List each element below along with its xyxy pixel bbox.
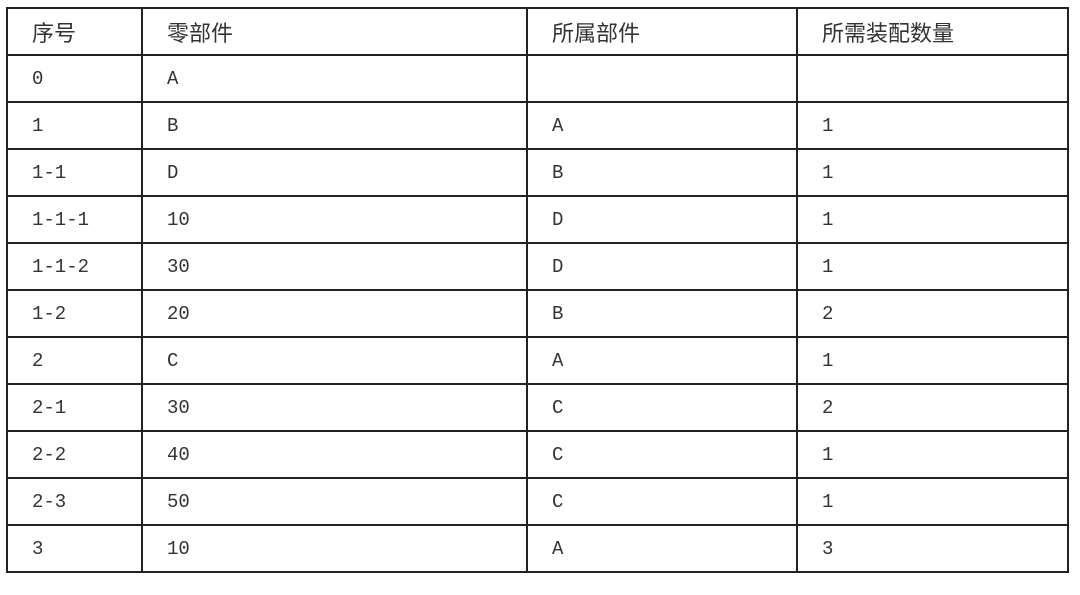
- header-parent-part: 所属部件: [526, 7, 798, 56]
- parts-assembly-table: 序号 零部件 所属部件 所需装配数量 0 A 1 B A 1 1-1 D B 1 1-1-1 10 D 1…: [6, 7, 1069, 573]
- table-row: 3 10 A 3: [6, 524, 1069, 573]
- cell-part: 50: [141, 477, 528, 526]
- cell-part: A: [141, 54, 528, 103]
- table-row: 1-2 20 B 2: [6, 289, 1069, 338]
- cell-parent-part: D: [526, 242, 798, 291]
- cell-quantity: 3: [796, 524, 1069, 573]
- cell-parent-part: B: [526, 148, 798, 197]
- cell-parent-part: C: [526, 477, 798, 526]
- table-row: 2-3 50 C 1: [6, 477, 1069, 526]
- cell-part: C: [141, 336, 528, 385]
- cell-parent-part: [526, 54, 798, 103]
- cell-quantity: [796, 54, 1069, 103]
- header-part: 零部件: [141, 7, 528, 56]
- cell-quantity: 2: [796, 383, 1069, 432]
- cell-quantity: 1: [796, 148, 1069, 197]
- table-row: 2-1 30 C 2: [6, 383, 1069, 432]
- cell-parent-part: A: [526, 101, 798, 150]
- cell-parent-part: C: [526, 430, 798, 479]
- cell-index: 2-3: [6, 477, 143, 526]
- cell-index: 1-2: [6, 289, 143, 338]
- cell-index: 1-1-1: [6, 195, 143, 244]
- cell-quantity: 2: [796, 289, 1069, 338]
- cell-quantity: 1: [796, 336, 1069, 385]
- cell-part: 30: [141, 242, 528, 291]
- header-index: 序号: [6, 7, 143, 56]
- cell-index: 0: [6, 54, 143, 103]
- cell-index: 2-2: [6, 430, 143, 479]
- cell-index: 1: [6, 101, 143, 150]
- cell-quantity: 1: [796, 195, 1069, 244]
- cell-index: 2: [6, 336, 143, 385]
- cell-index: 1-1-2: [6, 242, 143, 291]
- header-quantity: 所需装配数量: [796, 7, 1069, 56]
- header-row: 序号 零部件 所属部件 所需装配数量: [6, 7, 1069, 56]
- cell-index: 1-1: [6, 148, 143, 197]
- cell-parent-part: C: [526, 383, 798, 432]
- table-row: 1-1-1 10 D 1: [6, 195, 1069, 244]
- cell-part: 30: [141, 383, 528, 432]
- cell-quantity: 1: [796, 477, 1069, 526]
- cell-parent-part: D: [526, 195, 798, 244]
- cell-part: 20: [141, 289, 528, 338]
- table-row: 1-1-2 30 D 1: [6, 242, 1069, 291]
- cell-parent-part: B: [526, 289, 798, 338]
- cell-quantity: 1: [796, 430, 1069, 479]
- cell-index: 2-1: [6, 383, 143, 432]
- cell-part: 10: [141, 524, 528, 573]
- cell-part: 10: [141, 195, 528, 244]
- cell-part: B: [141, 101, 528, 150]
- cell-quantity: 1: [796, 242, 1069, 291]
- table-row: 1-1 D B 1: [6, 148, 1069, 197]
- table-row: 2-2 40 C 1: [6, 430, 1069, 479]
- cell-part: D: [141, 148, 528, 197]
- cell-parent-part: A: [526, 524, 798, 573]
- cell-index: 3: [6, 524, 143, 573]
- cell-quantity: 1: [796, 101, 1069, 150]
- cell-parent-part: A: [526, 336, 798, 385]
- cell-part: 40: [141, 430, 528, 479]
